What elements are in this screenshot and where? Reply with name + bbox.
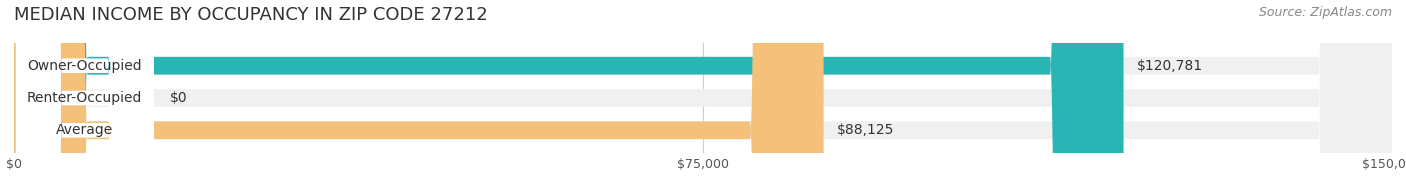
Text: Owner-Occupied: Owner-Occupied: [28, 59, 142, 73]
FancyBboxPatch shape: [15, 0, 153, 196]
FancyBboxPatch shape: [14, 0, 1392, 196]
Text: MEDIAN INCOME BY OCCUPANCY IN ZIP CODE 27212: MEDIAN INCOME BY OCCUPANCY IN ZIP CODE 2…: [14, 6, 488, 24]
Text: Renter-Occupied: Renter-Occupied: [27, 91, 142, 105]
Text: Source: ZipAtlas.com: Source: ZipAtlas.com: [1258, 6, 1392, 19]
FancyBboxPatch shape: [14, 0, 1392, 196]
Text: $0: $0: [170, 91, 188, 105]
FancyBboxPatch shape: [14, 0, 1392, 196]
FancyBboxPatch shape: [14, 0, 1123, 196]
FancyBboxPatch shape: [15, 0, 153, 196]
FancyBboxPatch shape: [15, 0, 153, 196]
Text: $88,125: $88,125: [838, 123, 894, 137]
Text: Average: Average: [56, 123, 114, 137]
Text: $120,781: $120,781: [1137, 59, 1204, 73]
FancyBboxPatch shape: [14, 0, 824, 196]
